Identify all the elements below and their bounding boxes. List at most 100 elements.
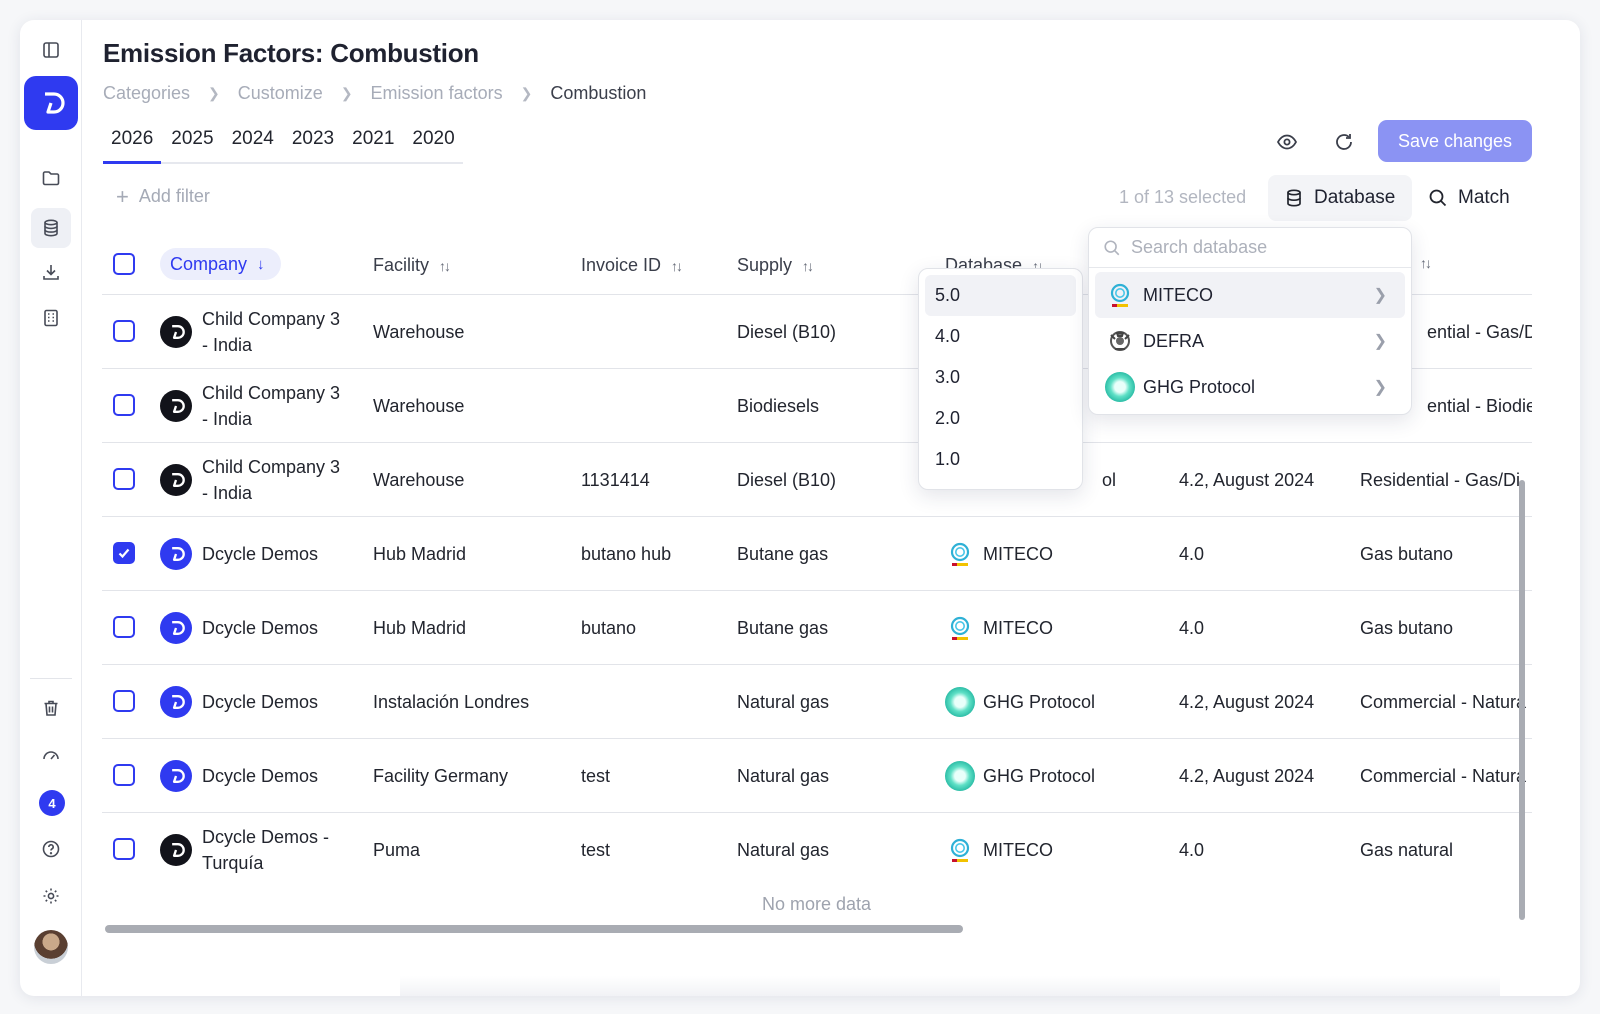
version-cell[interactable]: 4.2, August 2024 xyxy=(1179,692,1315,712)
row-checkbox[interactable] xyxy=(113,394,135,416)
database-name: MITECO xyxy=(983,544,1053,564)
company-logo-icon xyxy=(160,390,192,422)
sort-icon: ↑↓ xyxy=(1420,255,1432,271)
match-button-label: Match xyxy=(1458,187,1510,208)
vertical-scrollbar[interactable] xyxy=(1519,480,1525,920)
version-cell[interactable]: 4.2, August 2024 xyxy=(1179,766,1315,786)
facility-header-label: Facility xyxy=(373,255,430,275)
sidebar-toggle-icon[interactable] xyxy=(35,34,67,66)
horizontal-scrollbar[interactable] xyxy=(105,925,963,933)
table-row[interactable]: Dcycle Demos - Turquía Puma test Natural gas… xyxy=(102,812,1532,886)
version-option[interactable]: 2.0 xyxy=(935,408,961,428)
row-checkbox[interactable] xyxy=(113,320,135,342)
supply-cell: Butane gas xyxy=(737,618,829,638)
database-cell[interactable]: MITECO xyxy=(945,517,1053,591)
database-cell[interactable]: MITECO xyxy=(945,813,1053,887)
database-search[interactable]: Search database xyxy=(1089,228,1411,268)
ghg-protocol-logo xyxy=(945,687,975,717)
database-cell[interactable]: GHG Protocol xyxy=(945,739,1095,813)
chevron-right-icon: ❯ xyxy=(340,85,353,101)
tab-2020[interactable]: 2020 xyxy=(412,128,455,149)
tab-2026[interactable]: 2026 xyxy=(103,126,162,164)
sidebar-divider xyxy=(30,678,72,679)
folder-icon[interactable] xyxy=(35,162,67,194)
database-option-defra[interactable]: DEFRA ❯ xyxy=(1095,318,1405,364)
row-checkbox[interactable] xyxy=(113,468,135,490)
database-option-miteco[interactable]: MITECO ❯ xyxy=(1095,272,1405,318)
version-option[interactable]: 3.0 xyxy=(935,367,961,387)
row-checkbox[interactable] xyxy=(113,616,135,638)
app-window: 4 Emission Factors: Combustion Categorie… xyxy=(20,20,1580,996)
table-row[interactable]: Dcycle Demos Hub Madrid butano Butane gas MI… xyxy=(102,590,1532,664)
supply-cell: Natural gas xyxy=(737,692,830,712)
database-cell[interactable]: MITECO xyxy=(945,591,1053,665)
settings-icon[interactable] xyxy=(35,880,67,912)
version-option[interactable]: 1.0 xyxy=(935,449,961,469)
table-body: Child Company 3 - India Warehouse Diesel (B… xyxy=(102,294,1532,886)
add-filter-button[interactable]: + Add filter xyxy=(116,185,210,207)
breadcrumb-categories[interactable]: Categories xyxy=(103,83,191,103)
version-option[interactable]: 5.0 xyxy=(925,275,1076,316)
facility-cell: Warehouse xyxy=(373,470,465,490)
help-icon[interactable] xyxy=(35,833,67,865)
facility-column-header[interactable]: Facility ↑↓ xyxy=(373,255,451,276)
table-row[interactable]: Dcycle Demos Instalación Londres Natural g… xyxy=(102,664,1532,738)
sort-icon: ↑↓ xyxy=(671,257,683,274)
checkmark-icon xyxy=(118,548,130,559)
eye-icon[interactable] xyxy=(1271,126,1303,158)
tab-2023[interactable]: 2023 xyxy=(291,128,335,149)
company-cell: Dcycle Demos - Turquía xyxy=(160,813,329,887)
company-name: Dcycle Demos xyxy=(202,692,319,712)
notification-badge[interactable]: 4 xyxy=(39,790,65,816)
table-row[interactable]: Child Company 3 - India Warehouse Diesel (B… xyxy=(102,294,1532,368)
tab-2021[interactable]: 2021 xyxy=(352,128,395,149)
trash-icon[interactable] xyxy=(35,692,67,724)
tab-2025[interactable]: 2025 xyxy=(171,128,214,149)
row-checkbox[interactable] xyxy=(113,690,135,712)
building-icon[interactable] xyxy=(35,302,67,334)
version-cell[interactable]: 4.0 xyxy=(1179,544,1205,564)
table-row[interactable]: Dcycle Demos Hub Madrid butano hub Butane g… xyxy=(102,516,1532,590)
version-cell[interactable]: 4.2, August 2024 xyxy=(1179,470,1315,490)
company-column-header[interactable]: Company ↓ xyxy=(160,248,281,280)
factor-cell: Gas butano xyxy=(1360,618,1454,638)
table-row[interactable]: Child Company 3 - India Warehouse 1131414 Di… xyxy=(102,442,1532,516)
miteco-logo xyxy=(945,539,975,569)
refresh-icon[interactable] xyxy=(1328,126,1360,158)
tab-2024[interactable]: 2024 xyxy=(231,128,274,149)
row-checkbox[interactable] xyxy=(113,764,135,786)
supply-cell: Diesel (B10) xyxy=(737,322,837,342)
row-checkbox[interactable] xyxy=(113,542,135,564)
no-more-data: No more data xyxy=(762,894,872,914)
database-cell[interactable]: ol xyxy=(1102,443,1116,517)
table-row[interactable]: Dcycle Demos Facility Germany test Natural … xyxy=(102,738,1532,812)
invoice-cell: butano hub xyxy=(581,544,672,564)
download-icon[interactable] xyxy=(35,256,67,288)
version-option[interactable]: 4.0 xyxy=(935,326,961,346)
company-cell: Child Company 3 - India xyxy=(160,369,340,443)
breadcrumb-emission-factors[interactable]: Emission factors xyxy=(370,83,503,103)
supply-cell: Butane gas xyxy=(737,544,829,564)
database-option-ghg-protocol[interactable]: GHG Protocol ❯ xyxy=(1095,364,1405,410)
user-avatar[interactable] xyxy=(34,930,68,964)
version-cell[interactable]: 4.0 xyxy=(1179,840,1205,860)
gauge-icon[interactable] xyxy=(35,739,67,771)
invoice-column-header[interactable]: Invoice ID ↑↓ xyxy=(581,255,683,276)
database-button[interactable]: Database xyxy=(1268,175,1412,221)
breadcrumb-customize[interactable]: Customize xyxy=(237,83,323,103)
chevron-right-icon: ❯ xyxy=(1373,333,1387,350)
row-checkbox[interactable] xyxy=(113,838,135,860)
database-icon xyxy=(1287,189,1301,207)
chevron-right-icon: ❯ xyxy=(1373,379,1387,396)
supply-column-header[interactable]: Supply ↑↓ xyxy=(737,255,814,276)
save-changes-button[interactable]: Save changes xyxy=(1378,120,1532,162)
database-icon[interactable] xyxy=(31,208,71,248)
supply-cell: Diesel (B10) xyxy=(737,470,837,490)
dcycle-logo[interactable] xyxy=(24,76,78,130)
database-cell[interactable]: GHG Protocol xyxy=(945,665,1095,739)
factor-column-sort[interactable]: ↑↓ xyxy=(1420,255,1432,271)
select-all-checkbox[interactable] xyxy=(113,253,135,275)
table-row[interactable]: Child Company 3 - India Warehouse Biodiesel… xyxy=(102,368,1532,442)
match-button[interactable]: Match xyxy=(1428,176,1510,220)
version-cell[interactable]: 4.0 xyxy=(1179,618,1205,638)
